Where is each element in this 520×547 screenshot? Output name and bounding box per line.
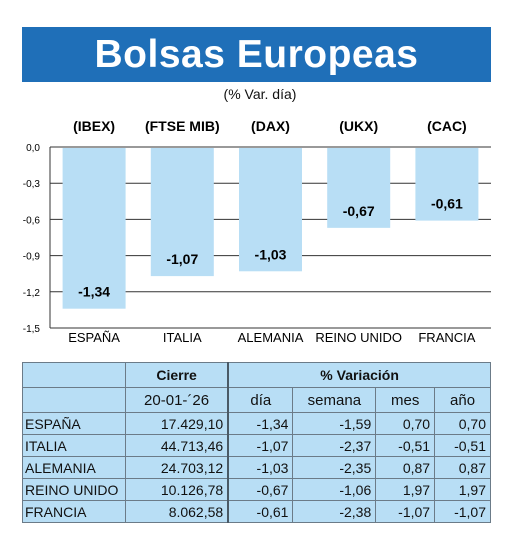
category-label: ITALIA (163, 330, 202, 345)
header-variation: % Variación (227, 362, 492, 388)
month-cell: 1,97 (375, 478, 436, 501)
country-cell: ESPAÑA (22, 412, 126, 435)
chart-title: Bolsas Europeas (22, 27, 491, 82)
year-cell: 0,87 (434, 456, 491, 479)
y-tick-label: 0,0 (26, 143, 40, 154)
y-tick-label: -0,6 (23, 215, 41, 226)
header-blank-cell (22, 362, 126, 388)
table-row: ALEMANIA 24.703,12 -1,03 -2,35 0,87 0,87 (22, 456, 491, 479)
value-label: -1,34 (78, 284, 110, 300)
month-cell: 0,87 (375, 456, 436, 479)
y-tick-label: -1,5 (23, 324, 41, 335)
year-cell: -1,07 (434, 500, 491, 523)
month-cell: -1,07 (375, 500, 436, 523)
country-cell: ALEMANIA (22, 456, 126, 479)
header-year: año (434, 387, 491, 413)
header-close: Cierre (124, 362, 229, 388)
category-label: ESPAÑA (68, 330, 120, 345)
value-label: -1,03 (255, 246, 287, 262)
header-day: día (227, 387, 294, 413)
header-week: semana (292, 387, 377, 413)
bar-alemania (239, 148, 302, 272)
index-label: (DAX) (251, 118, 290, 134)
day-cell: -1,07 (227, 434, 294, 457)
y-tick-label: -1,2 (23, 288, 41, 299)
month-cell: 0,70 (375, 412, 436, 435)
country-cell: ITALIA (22, 434, 126, 457)
day-cell: -1,34 (227, 412, 294, 435)
category-label: FRANCIA (418, 330, 475, 345)
table-row: ITALIA 44.713,46 -1,07 -2,37 -0,51 -0,51 (22, 434, 491, 457)
week-cell: -2,37 (292, 434, 377, 457)
month-cell: -0,51 (375, 434, 436, 457)
table-row: FRANCIA 8.062,58 -0,61 -2,38 -1,07 -1,07 (22, 500, 491, 523)
table-row: ESPAÑA 17.429,10 -1,34 -1,59 0,70 0,70 (22, 412, 491, 435)
value-label: -0,61 (431, 196, 463, 212)
week-cell: -1,59 (292, 412, 377, 435)
chart-subtitle: (% Var. día) (223, 86, 297, 102)
close-cell: 17.429,10 (124, 412, 229, 435)
table-body: ESPAÑA 17.429,10 -1,34 -1,59 0,70 0,70 ITALIA 4… (22, 412, 491, 523)
close-cell: 10.126,78 (124, 478, 229, 501)
bar-chart: 0,0 -0,3 -0,6 -0,9 -1,2 -1,5 -1,34 (IBEX) ESPAÑA… (23, 118, 491, 345)
bar-españa (62, 148, 126, 309)
y-tick-label: -0,3 (23, 179, 41, 190)
year-cell: 1,97 (434, 478, 491, 501)
week-cell: -1,06 (292, 478, 377, 501)
header-blank-cell-2 (22, 387, 126, 413)
table-row: REINO UNIDO 10.126,78 -0,67 -1,06 1,97 1,97 (22, 478, 491, 501)
category-label: ALEMANIA (238, 330, 304, 345)
day-cell: -0,61 (227, 500, 294, 523)
close-cell: 8.062,58 (124, 500, 229, 523)
day-cell: -0,67 (227, 478, 294, 501)
bar-italia (150, 148, 214, 277)
week-cell: -2,38 (292, 500, 377, 523)
week-cell: -2,35 (292, 456, 377, 479)
category-label: REINO UNIDO (315, 330, 402, 345)
country-cell: REINO UNIDO (22, 478, 126, 501)
country-cell: FRANCIA (22, 500, 126, 523)
header-month: mes (375, 387, 436, 413)
bar-reino-unido (327, 148, 391, 228)
index-label: (UKX) (339, 118, 378, 134)
header-date: 20-01-´26 (124, 387, 229, 413)
day-cell: -1,03 (227, 456, 294, 479)
year-cell: 0,70 (434, 412, 491, 435)
close-cell: 44.713,46 (124, 434, 229, 457)
value-label: -0,67 (343, 203, 375, 219)
markets-table: Cierre % Variación 20-01-´26 día semana … (22, 362, 492, 523)
y-tick-label: -0,9 (23, 252, 41, 263)
index-label: (IBEX) (73, 118, 115, 134)
year-cell: -0,51 (434, 434, 491, 457)
close-cell: 24.703,12 (124, 456, 229, 479)
index-label: (CAC) (427, 118, 467, 134)
value-label: -1,07 (166, 251, 198, 267)
index-label: (FTSE MIB) (145, 118, 220, 134)
bar-francia (415, 148, 479, 221)
